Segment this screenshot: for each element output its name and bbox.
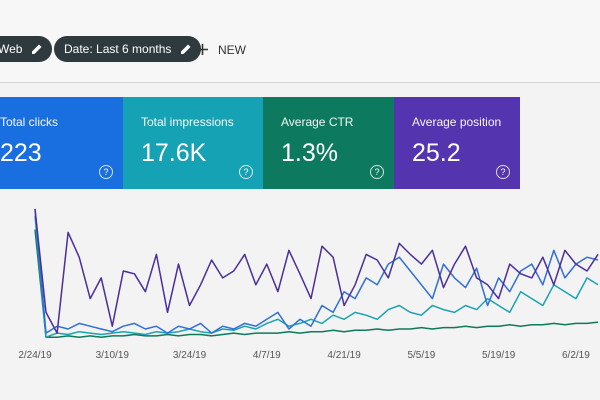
x-tick-label: 4/7/19 <box>253 350 281 361</box>
card-help: ? <box>99 165 113 179</box>
card-label: Total impressions <box>141 115 234 129</box>
x-tick-label: 5/19/19 <box>482 350 516 361</box>
metric-card[interactable]: Total impressions 17.6K? <box>123 97 263 189</box>
chip-label: Web <box>0 42 23 56</box>
metric-card[interactable]: Total clicks 223? <box>0 97 123 189</box>
card-label: Average CTR <box>281 115 354 129</box>
filter-chip[interactable]: Web <box>0 36 53 62</box>
card-help: ? <box>239 165 253 179</box>
card-label: Total clicks <box>0 115 59 129</box>
x-tick-label: 4/21/19 <box>327 350 361 361</box>
series-line <box>34 215 599 338</box>
button-label: NEW <box>218 43 246 57</box>
series-line <box>34 208 599 334</box>
card-value: 223 <box>0 139 42 167</box>
card-label: Average position <box>412 115 502 129</box>
x-tick-label: 3/10/19 <box>96 350 130 361</box>
series-line <box>34 208 599 334</box>
metric-card[interactable]: Average position 25.2? <box>394 97 520 189</box>
chart: 2/24/19 3/10/19 3/24/19 4/7/19 4/21/19 5/5/19… <box>18 208 599 361</box>
filter-chip[interactable]: Date: Last 6 months <box>54 36 202 62</box>
plus-icon <box>197 44 208 55</box>
new-button[interactable]: NEW <box>196 40 246 60</box>
edit-icon <box>181 44 191 54</box>
edit-icon <box>32 44 42 54</box>
x-tick-label: 3/24/19 <box>173 350 207 361</box>
card-value: 1.3% <box>281 139 338 167</box>
metric-card[interactable]: Average CTR 1.3%? <box>263 97 394 189</box>
metric-cards: Total clicks 223? Total impressions 17.6K? A… <box>0 97 600 189</box>
x-tick-label: 2/24/19 <box>18 350 52 361</box>
chip-label: Date: Last 6 months <box>64 42 172 56</box>
card-value: 17.6K <box>141 139 207 167</box>
series-line <box>34 229 599 338</box>
x-tick-label: 5/5/19 <box>407 350 435 361</box>
card-help: ? <box>496 165 510 179</box>
toolbar: Web Date: Last 6 months NEW <box>0 0 600 83</box>
x-tick-label: 6/2/19 <box>562 350 590 361</box>
card-help: ? <box>370 165 384 179</box>
card-value: 25.2 <box>412 139 461 167</box>
